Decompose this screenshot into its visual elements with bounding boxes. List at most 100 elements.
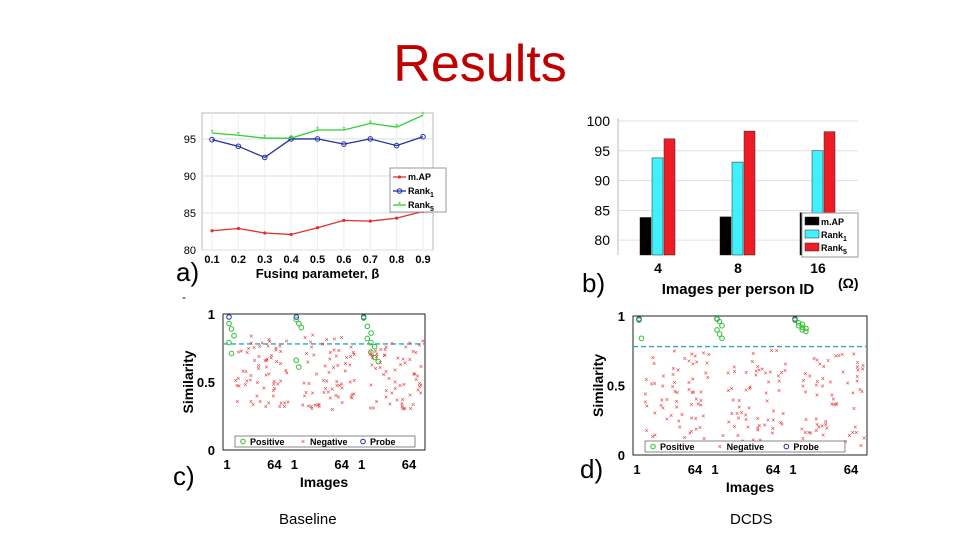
negative-point: × xyxy=(730,386,734,393)
negative-point: × xyxy=(834,354,838,361)
negative-point: × xyxy=(328,356,332,363)
legend-label-probe: Probe xyxy=(370,437,396,447)
negative-point: × xyxy=(378,360,382,367)
negative-point: × xyxy=(378,365,382,372)
positive-point xyxy=(792,317,798,323)
negative-point: × xyxy=(368,352,372,359)
negative-point: × xyxy=(267,337,271,344)
negative-point: × xyxy=(279,349,283,356)
negative-point: × xyxy=(744,370,748,377)
negative-point: × xyxy=(271,388,275,395)
negative-point: × xyxy=(731,398,735,405)
chart-b-images-per-id: 80 85 90 95 100 4 8 16 Images per person ID (Ω) m.… xyxy=(587,113,859,298)
x-tick-label-a: 0.9 xyxy=(415,254,430,266)
x-tick-label-a: 0.2 xyxy=(231,254,246,266)
negative-point: × xyxy=(400,403,404,410)
y-tick-label-b: 90 xyxy=(594,173,610,189)
legend-marker xyxy=(397,175,402,179)
negative-point: × xyxy=(814,428,818,435)
x-tick-label: 1 xyxy=(358,457,365,472)
legend-swatch xyxy=(804,229,820,239)
negative-point: × xyxy=(393,386,397,393)
negative-point: × xyxy=(661,405,665,412)
negative-point: × xyxy=(768,370,772,377)
plot-area xyxy=(222,313,426,451)
data-point xyxy=(368,219,372,223)
data-point xyxy=(420,133,426,140)
legend-swatch xyxy=(804,216,820,226)
negative-point: × xyxy=(302,393,306,400)
data-point: * xyxy=(395,123,398,132)
negative-point: × xyxy=(781,411,785,418)
negative-point: × xyxy=(772,408,776,415)
x-tick-label-a: 0.6 xyxy=(336,254,351,266)
positive-point xyxy=(719,322,725,329)
negative-point: × xyxy=(401,357,405,364)
negative-point: × xyxy=(351,350,355,357)
negative-point: × xyxy=(379,347,383,354)
negative-point: × xyxy=(402,382,406,389)
negative-point: × xyxy=(817,424,821,431)
negative-point: × xyxy=(328,350,332,357)
negative-point: × xyxy=(387,376,391,383)
negative-point: × xyxy=(821,383,825,390)
negative-point: × xyxy=(269,353,273,360)
negative-point: × xyxy=(383,347,387,354)
negative-point: × xyxy=(814,416,818,423)
negative-point: × xyxy=(279,400,283,407)
negative-point: × xyxy=(401,397,405,404)
negative-point: × xyxy=(334,393,338,400)
data-point xyxy=(261,154,268,161)
negative-point: × xyxy=(278,343,282,350)
negative-point: × xyxy=(691,361,695,368)
negative-point: × xyxy=(855,360,859,367)
negative-point: × xyxy=(687,359,691,366)
negative-point: × xyxy=(390,341,394,348)
caption-baseline: Baseline xyxy=(279,511,337,528)
negative-point: × xyxy=(696,401,700,408)
caption-dcds: DCDS xyxy=(730,511,773,528)
positive-point xyxy=(228,350,235,357)
positive-point xyxy=(298,324,305,331)
negative-point: × xyxy=(860,389,864,396)
negative-point: × xyxy=(652,361,656,368)
probe-point xyxy=(293,314,300,320)
bar-map-4 xyxy=(639,217,652,256)
negative-point: × xyxy=(775,348,779,355)
negative-point: × xyxy=(815,379,819,386)
negative-point: × xyxy=(727,419,731,426)
data-point xyxy=(342,218,346,222)
negative-point: × xyxy=(672,380,676,387)
negative-point: × xyxy=(707,352,711,359)
negative-point: × xyxy=(726,371,730,378)
y-tick-label-b: 85 xyxy=(594,202,610,218)
negative-point: × xyxy=(414,350,418,357)
series-line-rank5 xyxy=(211,114,424,139)
negative-point: × xyxy=(735,411,739,418)
legend-swatch xyxy=(804,242,820,252)
legend-marker-negative: × xyxy=(718,444,722,451)
negative-point: × xyxy=(321,342,325,349)
negative-point: × xyxy=(653,410,657,417)
negative-point: × xyxy=(266,344,270,351)
y-tick-label-a: 95 xyxy=(184,134,196,146)
negative-point: × xyxy=(852,406,856,413)
legend xyxy=(644,440,846,453)
y-tick-label-a: 80 xyxy=(184,245,196,257)
positive-point xyxy=(371,354,378,361)
negative-point: × xyxy=(310,406,314,413)
legend-label-positive: Positive xyxy=(660,442,695,452)
negative-point: × xyxy=(832,402,836,409)
negative-point: × xyxy=(419,390,423,397)
data-point xyxy=(236,226,240,231)
negative-point: × xyxy=(690,416,694,423)
negative-point: × xyxy=(672,348,676,355)
negative-point: × xyxy=(368,406,372,413)
negative-point: × xyxy=(418,381,422,388)
y-tick-label: 1 xyxy=(208,307,215,322)
negative-point: × xyxy=(854,430,858,437)
negative-point: × xyxy=(673,389,677,396)
negative-point: × xyxy=(251,402,255,409)
legend-label-negative: Negative xyxy=(310,437,348,447)
negative-point: × xyxy=(856,368,860,375)
